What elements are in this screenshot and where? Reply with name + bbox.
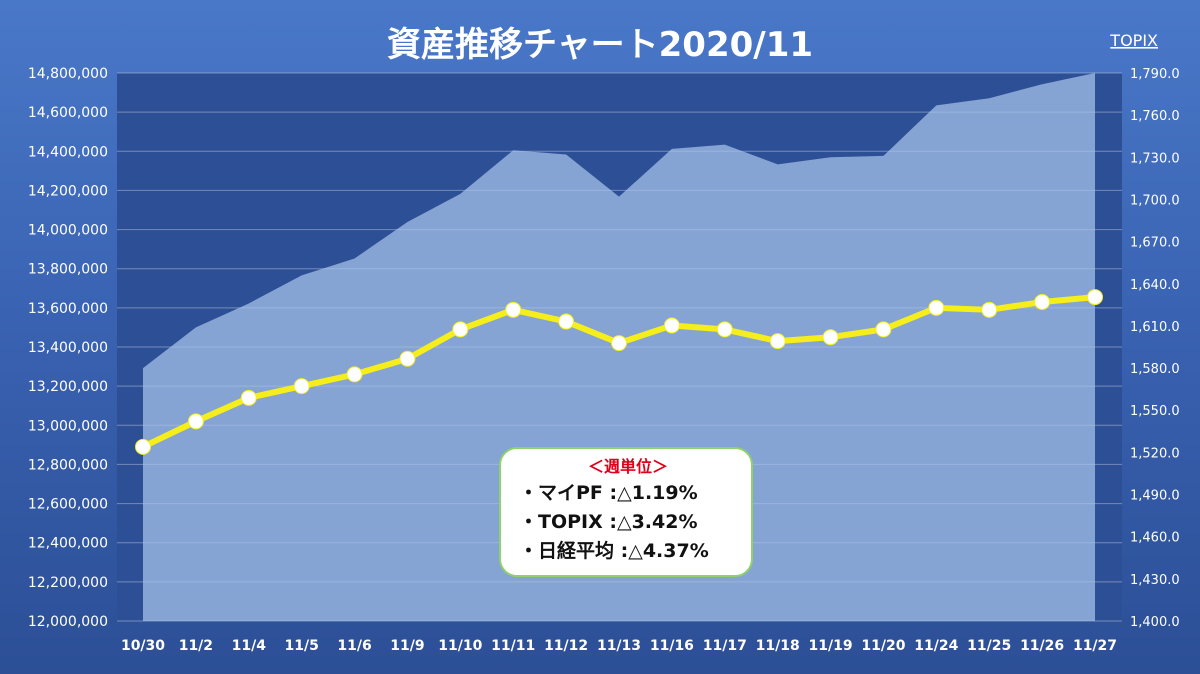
left-tick-label: 13,000,000 <box>28 418 108 434</box>
x-tick-label: 10/30 <box>121 638 165 654</box>
portfolio-point <box>1087 289 1103 306</box>
left-tick-label: 13,400,000 <box>28 340 108 356</box>
x-tick-label: 11/18 <box>756 638 800 654</box>
right-tick-label: 1,490.0 <box>1130 489 1180 504</box>
portfolio-point <box>505 301 522 318</box>
right-tick-label: 1,400.0 <box>1130 615 1180 630</box>
x-tick-label: 11/4 <box>232 638 267 654</box>
right-tick-label: 1,730.0 <box>1130 151 1180 166</box>
portfolio-point <box>822 329 839 346</box>
portfolio-point <box>240 389 257 406</box>
x-tick-label: 11/9 <box>390 638 424 654</box>
chart-title: 資産推移チャート2020/11 <box>387 25 813 65</box>
right-tick-label: 1,670.0 <box>1130 236 1180 251</box>
left-tick-label: 14,600,000 <box>28 105 108 121</box>
portfolio-point <box>663 317 680 334</box>
left-tick-label: 14,800,000 <box>28 66 108 82</box>
right-tick-label: 1,520.0 <box>1130 446 1180 461</box>
left-tick-label: 12,000,000 <box>28 614 108 630</box>
right-tick-label: 1,610.0 <box>1130 320 1180 335</box>
right-tick-label: 1,760.0 <box>1130 109 1180 124</box>
x-tick-label: 11/13 <box>597 638 641 654</box>
x-tick-label: 11/12 <box>544 638 588 654</box>
right-tick-label: 1,580.0 <box>1130 362 1180 377</box>
portfolio-point <box>346 366 363 383</box>
right-tick-label: 1,550.0 <box>1130 404 1180 419</box>
left-tick-label: 12,400,000 <box>28 536 108 552</box>
x-tick-label: 11/6 <box>337 638 371 654</box>
portfolio-point <box>716 321 733 338</box>
right-tick-label: 1,640.0 <box>1130 278 1180 293</box>
right-tick-label: 1,460.0 <box>1130 531 1180 546</box>
portfolio-point <box>558 313 575 330</box>
left-tick-label: 13,200,000 <box>28 379 108 395</box>
left-tick-label: 13,600,000 <box>28 301 108 317</box>
weekly-summary-box: ＜週単位＞ ・マイPF :△1.19% ・TOPIX :△3.42% ・日経平均… <box>499 447 753 577</box>
right-tick-label: 1,700.0 <box>1130 193 1180 208</box>
portfolio-point <box>187 413 204 430</box>
portfolio-point <box>928 299 945 316</box>
portfolio-point <box>875 321 892 338</box>
right-axis-ticks: 1,400.0 1,430.0 1,460.0 1,490.0 1,520.0 1,550… <box>1130 67 1180 630</box>
x-tick-label: 11/25 <box>967 638 1011 654</box>
left-tick-label: 12,800,000 <box>28 457 108 473</box>
x-tick-label: 11/10 <box>438 638 482 654</box>
summary-line-topix: ・TOPIX :△3.42% <box>519 511 698 533</box>
x-tick-label: 11/20 <box>861 638 905 654</box>
x-tick-label: 11/2 <box>179 638 213 654</box>
x-axis-ticks: 10/30 11/2 11/4 11/5 11/6 11/9 11/10 11/11 11/12… <box>121 638 1117 654</box>
x-tick-label: 11/24 <box>914 638 958 654</box>
x-tick-label: 11/19 <box>809 638 853 654</box>
right-axis-label: TOPIX <box>1109 31 1158 50</box>
x-tick-label: 11/27 <box>1073 638 1117 654</box>
portfolio-point <box>452 321 469 338</box>
summary-line-nikkei: ・日経平均 :△4.37% <box>519 540 709 562</box>
summary-line-portfolio: ・マイPF :△1.19% <box>519 482 698 504</box>
summary-heading: ＜週単位＞ <box>587 457 668 476</box>
left-tick-label: 14,400,000 <box>28 144 108 160</box>
portfolio-point <box>293 378 310 395</box>
portfolio-series <box>135 289 1103 455</box>
portfolio-point <box>399 350 416 367</box>
left-tick-label: 14,200,000 <box>28 183 108 199</box>
right-tick-label: 1,790.0 <box>1130 67 1180 82</box>
left-tick-label: 12,200,000 <box>28 575 108 591</box>
x-tick-label: 11/17 <box>703 638 747 654</box>
left-axis-ticks: 12,000,000 12,200,000 12,400,000 12,600,000… <box>28 66 108 630</box>
portfolio-point <box>981 301 998 318</box>
left-tick-label: 14,000,000 <box>28 223 108 239</box>
x-tick-label: 11/26 <box>1020 638 1064 654</box>
right-tick-label: 1,430.0 <box>1130 573 1180 588</box>
left-tick-label: 12,600,000 <box>28 497 108 513</box>
left-tick-label: 13,800,000 <box>28 262 108 278</box>
portfolio-point <box>135 438 151 455</box>
portfolio-point <box>611 335 627 352</box>
x-tick-label: 11/16 <box>650 638 694 654</box>
x-tick-label: 11/5 <box>284 638 318 654</box>
portfolio-point <box>769 333 786 350</box>
x-tick-label: 11/11 <box>491 638 535 654</box>
portfolio-point <box>1034 293 1051 310</box>
